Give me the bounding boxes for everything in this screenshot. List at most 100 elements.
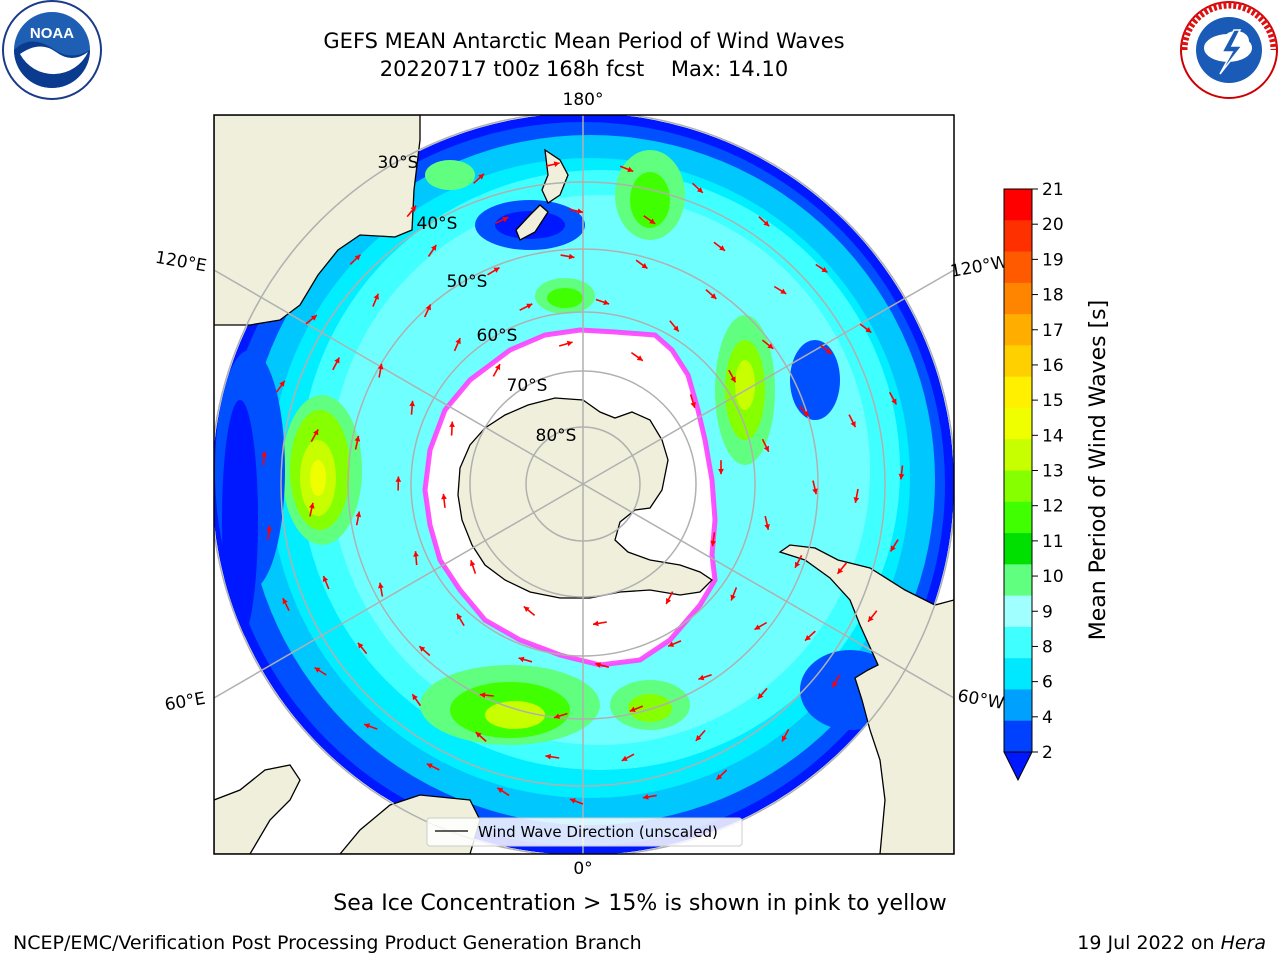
wave-arrow-head <box>314 667 321 673</box>
colorbar-tick-label: 13 <box>1042 462 1064 482</box>
wave-arrow-head <box>395 476 402 482</box>
wave-arrow-head <box>593 620 599 627</box>
colorbar-segment <box>1004 564 1032 597</box>
lon-label-120e: 120°E <box>154 248 208 277</box>
wave-arrow-head <box>495 364 501 371</box>
colorbar-segment <box>1004 595 1032 628</box>
wave-arrow-head <box>795 561 801 568</box>
wave-arrow-head <box>595 662 601 668</box>
wave-arrow-head <box>641 263 648 269</box>
colorbar-segment <box>1004 282 1032 315</box>
wave-arrow-head <box>782 735 788 742</box>
wave-arrow-head <box>730 376 736 383</box>
wave-arrow-head <box>812 488 818 495</box>
wave-arrow-head <box>475 732 482 738</box>
wave-arrow-head <box>497 787 504 794</box>
wave-arrow-head <box>526 303 533 309</box>
wave-arrow-head <box>636 355 643 361</box>
wave-arrow-head <box>690 401 696 408</box>
chart-title-line1: GEFS MEAN Antarctic Mean Period of Wind … <box>323 29 845 53</box>
footer-branch: NCEP/EMC/Verification Post Processing Pr… <box>13 932 642 954</box>
colorbar-tick-label: 18 <box>1042 286 1064 306</box>
colorbar-segment <box>1004 189 1032 221</box>
colorbar-extend-arrow <box>1003 751 1033 782</box>
colorbar-tick-label: 11 <box>1042 532 1064 552</box>
wave-arrow-head <box>410 205 417 212</box>
wave-arrow-head <box>569 798 576 804</box>
colorbar-segment <box>1004 439 1032 471</box>
lat-label-80s: 80°S <box>536 426 577 446</box>
lat-label-70s: 70°S <box>507 376 548 396</box>
lon-label-0: 0° <box>573 859 592 879</box>
wave-arrow-head <box>554 713 560 719</box>
lon-label-180: 180° <box>563 90 604 110</box>
wave-arrow-head <box>441 493 447 500</box>
graticule <box>214 115 954 854</box>
wave-arrow-head <box>449 421 455 427</box>
nws-logo <box>1180 1 1278 99</box>
wave-arrow-head <box>719 245 725 251</box>
wave-arrow-head <box>479 692 486 698</box>
wave-arrow-head <box>898 473 905 480</box>
wave-arrow-head <box>412 694 418 701</box>
wave-arrow-head <box>545 753 551 760</box>
noaa-logo-text: NOAA <box>30 25 74 42</box>
wave-arrow-head <box>710 540 717 547</box>
arrow-legend: Wind Wave Direction (unscaled) <box>426 817 743 847</box>
colorbar-segment <box>1004 720 1032 753</box>
colorbar-tick-label: 9 <box>1042 602 1053 622</box>
colorbar-tick-label: 10 <box>1042 567 1064 587</box>
wave-arrow-head <box>821 267 828 273</box>
legend-label: Wind Wave Direction (unscaled) <box>478 823 718 841</box>
colorbar-label: Mean Period of Wind Waves [s] <box>1086 300 1111 640</box>
wave-arrow-head <box>757 693 764 699</box>
wave-arrow-head <box>627 166 634 173</box>
wave-arrow-head <box>603 299 610 305</box>
wave-arrow-head <box>718 468 724 475</box>
colorbar-tick-label: 8 <box>1042 637 1053 657</box>
wave-arrow-head <box>629 706 636 712</box>
wave-arrow-head <box>763 445 769 452</box>
wave-arrow-head <box>666 598 672 604</box>
wave-arrow-head <box>697 187 703 193</box>
wave-arrow-head <box>502 217 509 223</box>
wave-arrow-head <box>698 674 705 681</box>
colorbar-segment <box>1004 470 1032 503</box>
wave-arrow-head <box>577 208 583 214</box>
colorbar-tick-label: 20 <box>1042 215 1064 235</box>
wave-arrow-head <box>568 253 575 260</box>
wave-arrow-head <box>865 327 872 333</box>
wave-arrow-head <box>322 576 329 582</box>
lon-label-60w: 60°W <box>956 686 1006 714</box>
wave-arrow-head <box>357 642 364 649</box>
footer-date: 19 Jul 2022 on Hera <box>1077 932 1266 954</box>
colorbar: 21 20 19 18 17 16 15 14 13 12 11 10 9 8 6 4 2 <box>1003 180 1064 782</box>
wave-arrow-head <box>553 161 560 167</box>
wave-arrow-head <box>754 624 761 630</box>
wave-arrow-head <box>710 293 717 299</box>
wave-arrow-head <box>767 343 774 349</box>
wave-arrow-head <box>805 635 811 641</box>
wave-arrow-head <box>469 560 476 567</box>
sea-ice-note: Sea Ice Concentration > 15% is shown in … <box>333 891 947 916</box>
wave-arrow-head <box>621 755 628 761</box>
wave-arrow-head <box>668 641 675 647</box>
wave-arrow-head <box>763 220 770 227</box>
colorbar-tick-label: 17 <box>1042 321 1064 341</box>
colorbar-segment <box>1004 407 1032 440</box>
wave-arrow-head <box>853 497 860 503</box>
colorbar-tick-label: 21 <box>1042 180 1064 200</box>
wave-arrow-head <box>695 735 702 741</box>
wave-arrow-head <box>425 304 431 311</box>
map-frame <box>213 114 955 855</box>
wind-wave-arrows <box>261 161 905 805</box>
noaa-logo: NOAA <box>2 0 102 100</box>
wave-arrow-head <box>868 615 874 622</box>
wave-arrow-head <box>673 325 679 332</box>
wave-arrow-head <box>523 606 530 612</box>
wave-arrow-head <box>334 357 340 364</box>
wave-arrow-head <box>313 429 319 436</box>
wave-arrow-head <box>261 451 267 457</box>
wave-arrow-head <box>426 763 433 769</box>
